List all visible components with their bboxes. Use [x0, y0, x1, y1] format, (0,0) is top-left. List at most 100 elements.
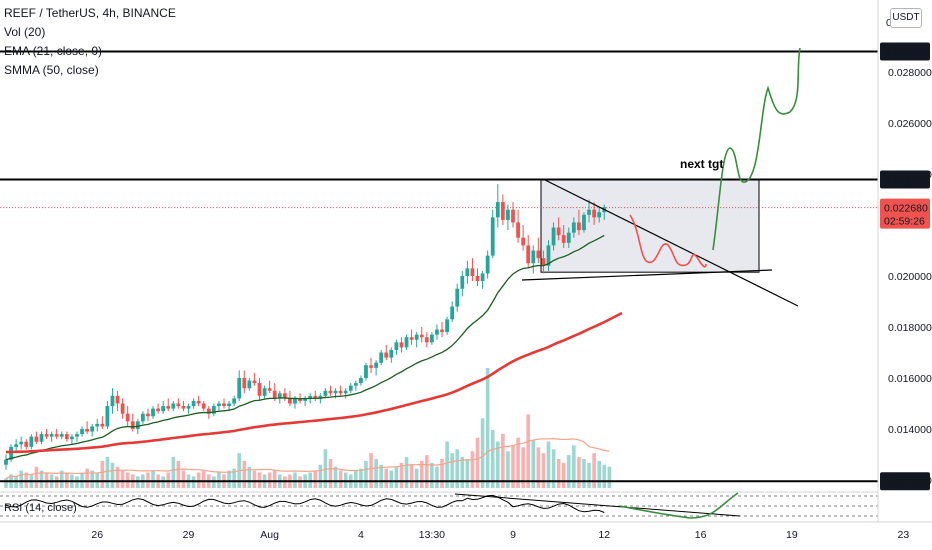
time-tick-label: 13:30	[419, 529, 445, 541]
volume-bar	[39, 470, 44, 488]
candles	[4, 184, 607, 470]
time-axis[interactable]: 26 29 Aug 4 13:30 9 12 16 19 23	[0, 521, 932, 541]
candle-body	[135, 421, 140, 429]
volume-bar	[379, 464, 383, 488]
candle-body	[419, 334, 424, 338]
volume-bar	[115, 466, 120, 488]
candle-body	[445, 319, 449, 333]
candle-body	[546, 245, 551, 266]
volume-bar	[333, 466, 338, 488]
candle-body	[206, 408, 211, 414]
candle-body	[353, 383, 358, 386]
ema-indicator-label[interactable]: EMA (21, close, 0)	[4, 44, 103, 58]
candle-body	[70, 436, 74, 440]
candle-body	[348, 385, 353, 391]
price-tick-label: 0.028000	[888, 67, 932, 79]
volume-bar	[176, 460, 181, 488]
volume-bar	[232, 468, 236, 488]
volume-bar	[419, 460, 424, 488]
candle-body	[257, 383, 262, 396]
candle-body	[318, 395, 323, 399]
candle-body	[201, 403, 206, 409]
candle-body	[247, 380, 252, 389]
candle-body	[374, 362, 379, 368]
candle-body	[531, 250, 536, 264]
level-price-label: 0.028804	[884, 46, 928, 58]
candle-body	[440, 329, 444, 333]
rsi-pane	[0, 491, 878, 519]
price-axis[interactable]: 0.0280000.0260000.0240000.0200000.018000…	[877, 0, 932, 550]
candle-body	[582, 214, 586, 231]
candle-body	[592, 209, 597, 218]
ema-line	[5, 234, 605, 461]
candle-body	[577, 222, 581, 231]
volume-bar	[257, 472, 262, 488]
volume-bar	[359, 468, 363, 488]
vol-indicator-label[interactable]: Vol (20)	[4, 25, 46, 39]
volume-bar	[227, 470, 231, 488]
candle-body	[115, 395, 120, 404]
candle-body	[450, 306, 455, 320]
volume-bar	[394, 466, 399, 488]
candle-body	[485, 255, 490, 274]
candle-body	[298, 398, 302, 401]
last-price-label: 0.022680	[884, 203, 928, 215]
rsi-forecast-path	[619, 492, 739, 519]
candle-body	[313, 395, 318, 399]
currency-button[interactable]: USDT	[890, 8, 922, 28]
candle-body	[511, 209, 515, 223]
volume-bar	[201, 470, 206, 488]
volume-bar	[120, 470, 125, 488]
candle-body	[211, 406, 216, 414]
symbol-title[interactable]: REEF / TetherUS, 4h, BINANCE	[4, 6, 176, 20]
volume-bar	[536, 447, 541, 488]
candle-body	[140, 413, 145, 422]
volume-bar	[475, 437, 480, 488]
volume-ma-line	[5, 438, 610, 479]
volume-bar	[490, 429, 495, 488]
volume-bar	[425, 455, 429, 488]
volume-bar	[435, 466, 439, 488]
level-price-tag	[880, 472, 930, 491]
candle-body	[120, 403, 125, 414]
candle-body	[409, 337, 414, 340]
volume-bar	[450, 453, 454, 488]
volume-bar	[181, 470, 186, 488]
volume-bar	[521, 447, 525, 488]
candle-body	[4, 459, 8, 465]
candle-body	[252, 380, 257, 384]
countdown-label: 02:59:26	[884, 216, 925, 228]
candle-body	[495, 202, 500, 218]
candle-body	[429, 334, 434, 343]
moving-averages	[5, 234, 623, 461]
volume-bar	[577, 457, 581, 488]
candle-body	[566, 232, 571, 243]
volume-bar	[354, 470, 358, 488]
smma-indicator-label[interactable]: SMMA (50, close)	[4, 63, 99, 77]
volume-bar	[440, 458, 444, 488]
rsi-indicator-label[interactable]: RSI (14, close)	[4, 502, 77, 514]
volume-bar	[374, 458, 378, 488]
candle-body	[293, 398, 297, 404]
candle-body	[480, 273, 485, 282]
candle-body	[389, 349, 394, 358]
next-target-label: next tgt	[680, 157, 723, 171]
time-tick-label: Aug	[260, 529, 279, 541]
price-tick-label: 0.020000	[888, 271, 932, 283]
candle-body	[90, 426, 95, 432]
volume-bar	[318, 464, 323, 488]
candle-body	[156, 408, 160, 412]
candle-body	[571, 222, 576, 233]
trend-drawings	[521, 47, 801, 307]
time-tick-label: 16	[695, 529, 707, 541]
price-tick-label: 0.018000	[888, 322, 932, 334]
volume-bar	[85, 468, 89, 488]
time-tick-label: 12	[598, 529, 610, 541]
volume-bar	[470, 451, 475, 488]
volume-bar	[105, 457, 110, 488]
candle-body	[237, 378, 242, 399]
candle-body	[282, 393, 287, 399]
candle-body	[146, 413, 150, 417]
candle-body	[151, 408, 155, 417]
